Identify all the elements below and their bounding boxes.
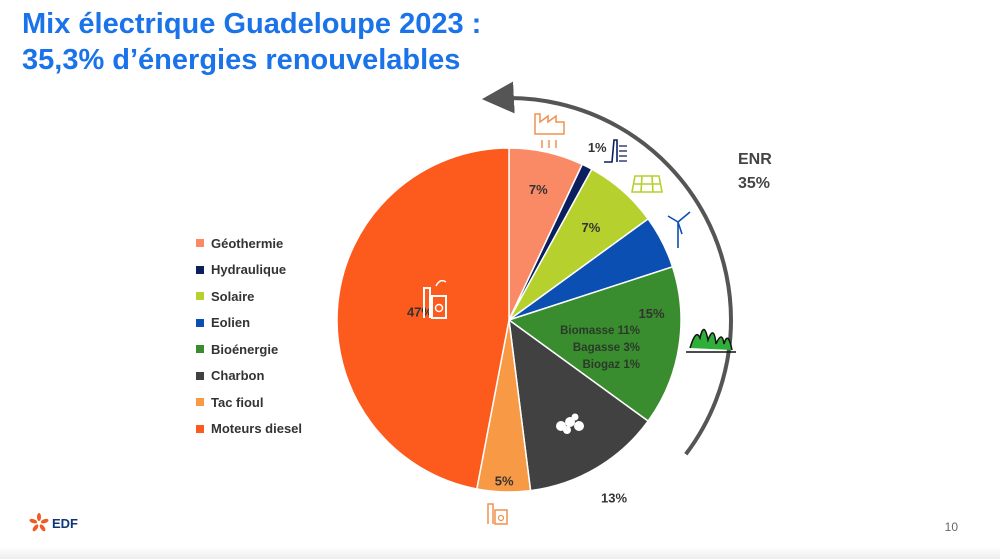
- chart-legend: Géothermie Hydraulique Solaire Eolien Bioéne…: [196, 230, 302, 442]
- legend-label: Géothermie: [211, 235, 284, 251]
- edf-flower-icon: [29, 513, 49, 532]
- factory-heat-icon: [534, 113, 565, 148]
- legend-swatch: [196, 424, 204, 433]
- pie-slice-bioénergie: [507, 265, 682, 423]
- slice-label: 7%: [581, 220, 600, 235]
- legend-label: Eolien: [211, 315, 251, 331]
- pie-slice-moteurs-diesel: [336, 147, 510, 490]
- pie-slice-charbon: [508, 318, 650, 492]
- legend-swatch: [196, 345, 204, 354]
- legend-label: Charbon: [211, 368, 265, 384]
- wind-turbine-icon: [667, 211, 691, 248]
- page-number: 10: [944, 520, 958, 534]
- solar-panel-icon: [631, 175, 663, 193]
- legend-swatch: [196, 318, 204, 327]
- enr-value: 35%: [738, 175, 771, 192]
- grass-icon: [686, 328, 736, 353]
- legend-item: Charbon: [196, 363, 302, 390]
- legend-swatch: [196, 292, 204, 301]
- legend-item: Bioénergie: [196, 336, 302, 363]
- logo-text: EDF: [52, 515, 78, 531]
- slice-label: 7%: [529, 182, 548, 197]
- legend-item: Moteurs diesel: [196, 416, 302, 443]
- bioenergy-breakdown: Biomasse 11%: [560, 325, 640, 337]
- legend-swatch: [196, 398, 204, 407]
- slide-title: Mix électrique Guadeloupe 2023 : 35,3% d…: [22, 6, 481, 78]
- dam-icon: [604, 139, 627, 163]
- slice-label: 5%: [495, 474, 514, 489]
- bioenergy-breakdown: Biogaz 1%: [582, 359, 640, 371]
- legend-item: Eolien: [196, 310, 302, 337]
- footer-bar: [0, 547, 1000, 559]
- slice-label: 47%: [407, 305, 433, 320]
- slice-label: 5%: [634, 244, 653, 259]
- edf-logo: EDF: [28, 512, 78, 534]
- coal-icon: [556, 413, 584, 434]
- enr-annotation: ENR 35%: [738, 148, 772, 196]
- slice-label: 13%: [601, 491, 627, 506]
- plant-icon: [487, 503, 508, 525]
- legend-label: Moteurs diesel: [211, 421, 303, 437]
- legend-item: Géothermie: [196, 230, 302, 257]
- legend-item: Tac fioul: [196, 389, 302, 416]
- enr-label: ENR: [738, 151, 772, 168]
- legend-item: Hydraulique: [196, 257, 302, 284]
- legend-item: Solaire: [196, 283, 302, 310]
- legend-label: Tac fioul: [211, 394, 264, 410]
- bioenergy-breakdown: Bagasse 3%: [573, 342, 640, 354]
- diesel-engine-icon: [423, 279, 447, 319]
- enr-arrow: [481, 81, 733, 456]
- title-line-1: Mix électrique Guadeloupe 2023 :: [22, 8, 482, 40]
- legend-label: Solaire: [211, 288, 255, 304]
- title-line-2: 35,3% d’énergies renouvelables: [22, 44, 461, 76]
- legend-swatch: [196, 371, 204, 380]
- legend-label: Hydraulique: [211, 262, 287, 278]
- slice-label: 1%: [588, 140, 607, 155]
- slice-label: 15%: [638, 306, 664, 321]
- legend-label: Bioénergie: [211, 341, 279, 357]
- legend-swatch: [196, 239, 204, 248]
- legend-swatch: [196, 265, 204, 274]
